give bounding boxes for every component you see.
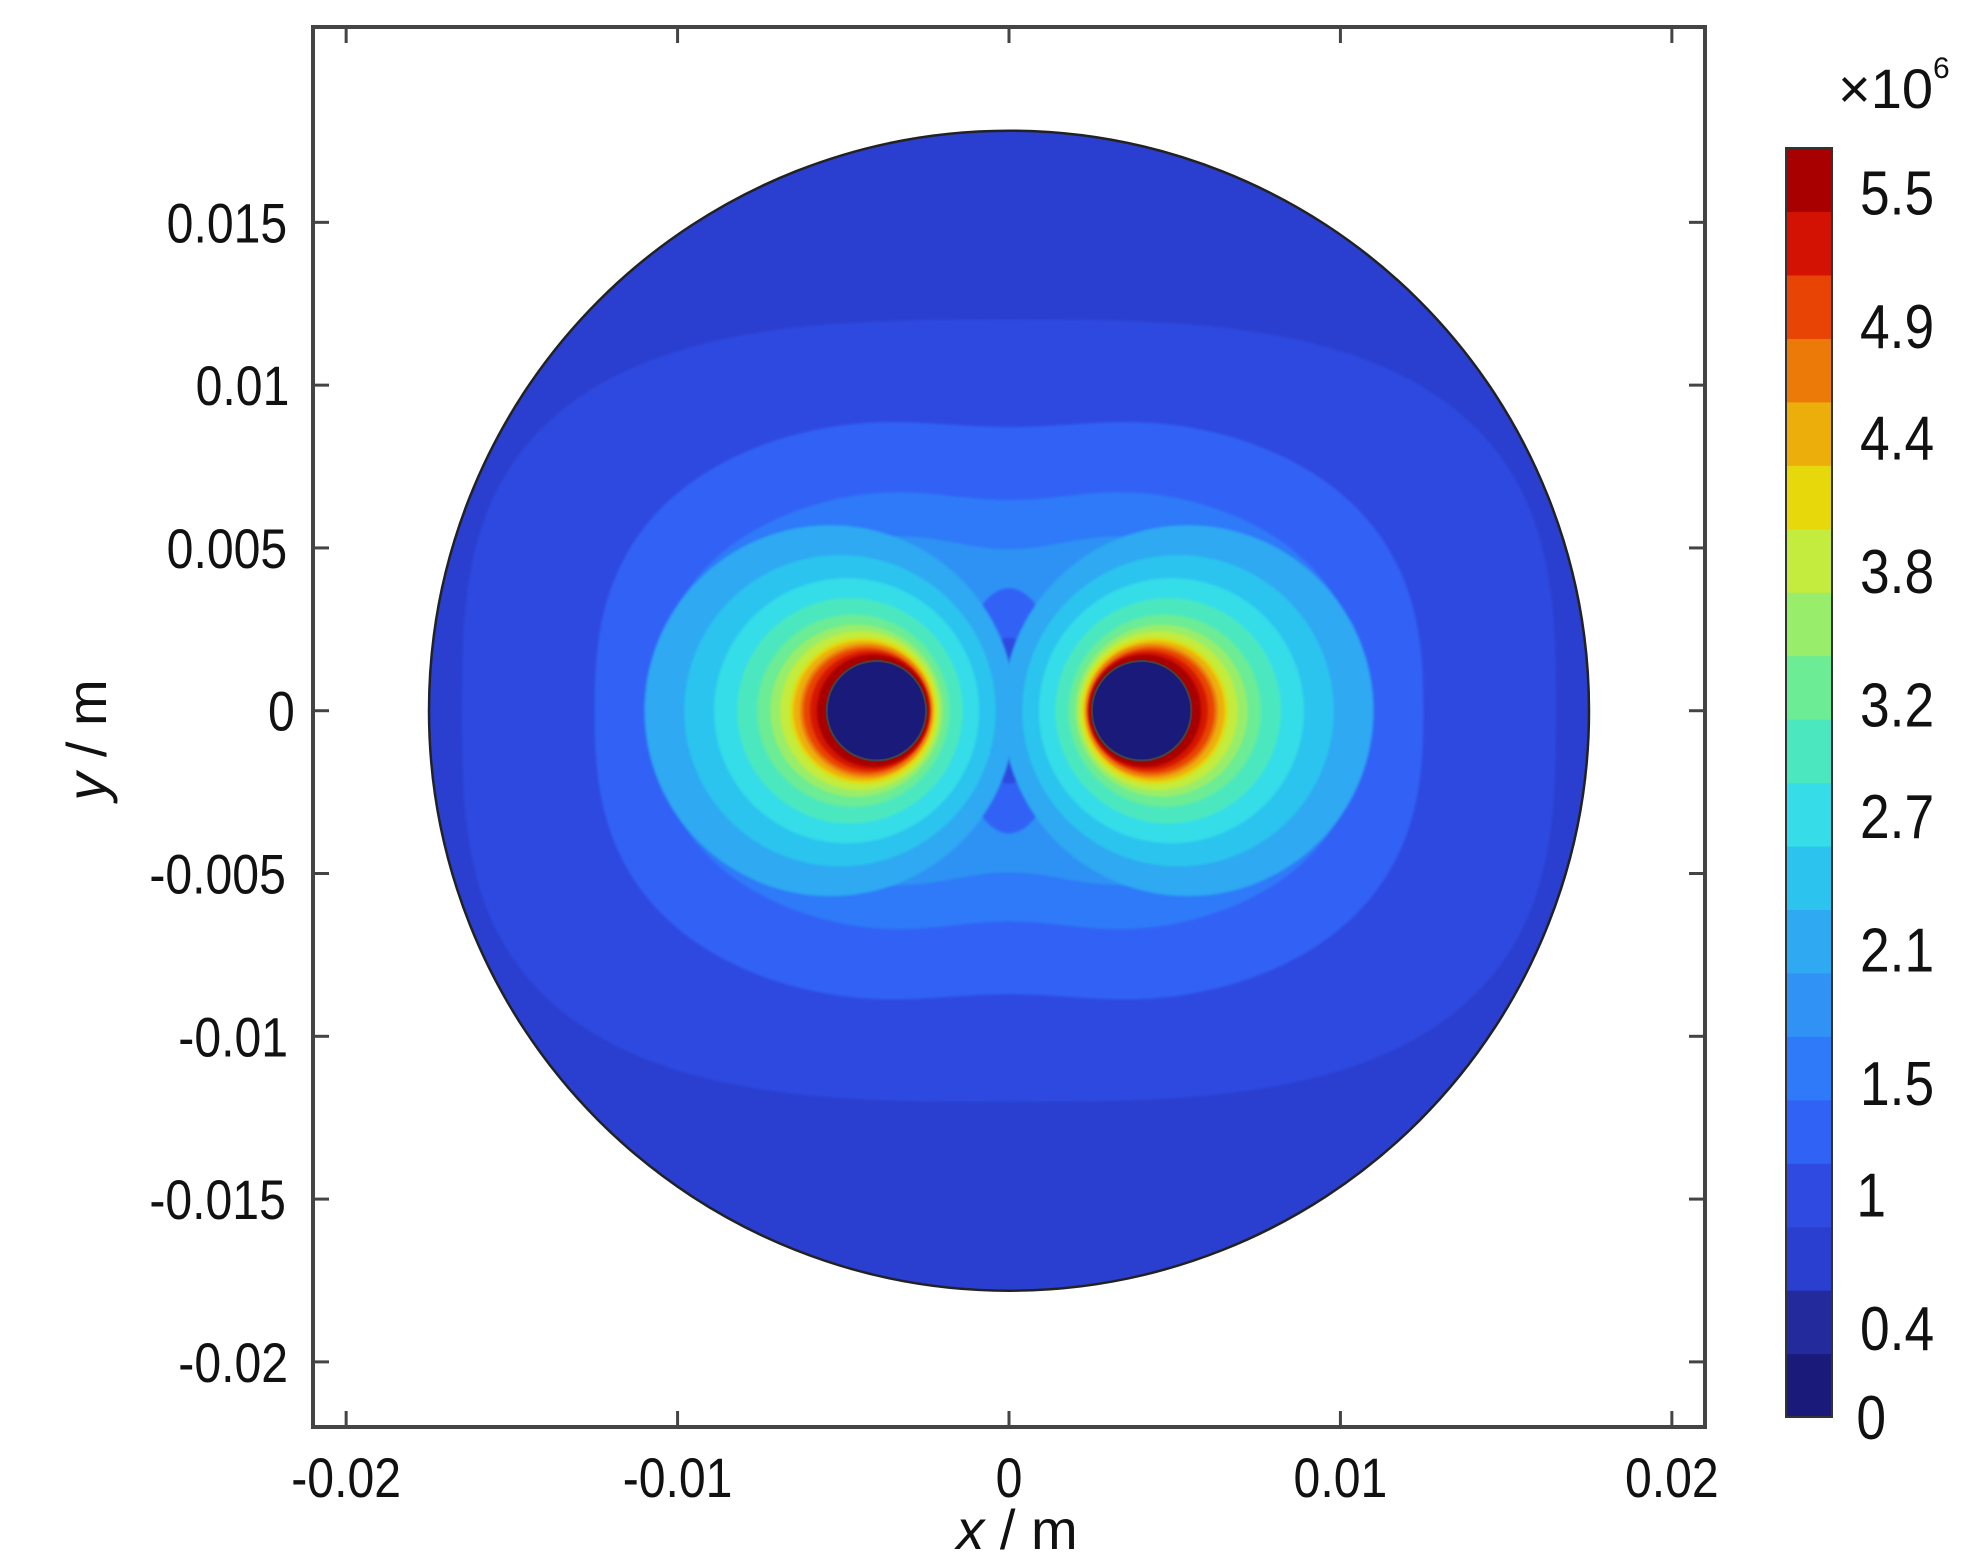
colorbar-swatch [1786,465,1832,530]
x-axis-ticks [344,27,1674,1427]
colorbar-swatch [1786,1226,1832,1291]
colorbar-swatch [1786,1163,1832,1228]
colorbar-tick-labels: 5.5 4.9 4.4 3.8 3.2 2.7 2.1 1.5 1 0.4 0 [1856,160,1934,1453]
y-axis-ticks [313,220,1705,1364]
conductor [1090,660,1193,762]
colorbar-tick-label: 1 [1856,1162,1886,1231]
colorbar-swatch [1786,1099,1832,1164]
colorbar-swatch [1786,148,1832,213]
colorbar-tick-label: 3.8 [1860,538,1934,607]
colorbar-swatch [1786,401,1832,466]
y-axis-label: y / m [55,679,118,804]
y-axis-tick-labels: 0.015 0.01 0.005 0 -0.005 -0.01 -0.015 -… [149,193,294,1395]
colorbar [1786,148,1832,1418]
y-axis-variable: y [55,770,118,805]
colorbar-swatch [1786,274,1832,339]
field-contours [429,130,1589,1291]
x-tick-label: 0 [996,1448,1023,1510]
y-tick-label: 0 [268,681,295,743]
colorbar-swatch [1786,1353,1832,1418]
y-tick-label: -0.005 [149,844,286,906]
colorbar-swatch [1786,592,1832,657]
colorbar-multiplier-base: ×10 [1838,57,1933,120]
colorbar-swatch [1786,909,1832,974]
colorbar-swatch [1786,528,1832,593]
x-tick-label: 0.02 [1625,1448,1719,1510]
x-tick-label: -0.02 [291,1448,401,1510]
colorbar-swatch [1786,338,1832,403]
colorbar-tick-label: 0 [1856,1384,1886,1453]
y-axis-unit: / m [55,679,118,772]
y-tick-label: -0.01 [178,1007,288,1069]
colorbar-tick-label: 4.9 [1860,293,1934,362]
colorbar-swatch [1786,1036,1832,1101]
colorbar-swatch [1786,782,1832,847]
colorbar-tick-label: 3.2 [1860,672,1934,741]
y-tick-label: 0.015 [167,193,288,255]
x-tick-label: -0.01 [623,1448,733,1510]
colorbar-swatch [1786,719,1832,784]
x-axis-variable: x [953,1498,986,1559]
y-tick-label: -0.015 [149,1170,286,1232]
conductor [825,660,928,762]
colorbar-frame [1785,147,1833,1418]
x-axis-tick-labels: -0.02 -0.01 0 0.01 0.02 [291,1448,1718,1510]
colorbar-multiplier: ×106 [1838,52,1950,120]
conductors [825,660,1193,762]
y-tick-label: 0.01 [196,356,290,418]
y-tick-label: -0.02 [178,1333,288,1395]
colorbar-swatch [1786,1290,1832,1355]
x-axis-label: x / m [953,1498,1077,1559]
x-tick-label: 0.01 [1294,1448,1388,1510]
x-axis-unit: / m [984,1498,1077,1559]
colorbar-tick-label: 1.5 [1860,1050,1934,1119]
colorbar-multiplier-exponent: 6 [1933,52,1950,85]
colorbar-swatch [1786,972,1832,1037]
colorbar-tick-label: 4.4 [1860,405,1934,474]
colorbar-tick-label: 0.4 [1860,1295,1934,1364]
colorbar-swatch [1786,655,1832,720]
colorbar-swatch [1786,845,1832,910]
y-tick-label: 0.005 [167,519,288,581]
colorbar-swatch [1786,211,1832,276]
domain-boundary [427,129,1591,1292]
colorbar-tick-label: 5.5 [1860,160,1934,229]
colorbar-tick-label: 2.7 [1860,783,1934,852]
colorbar-tick-label: 2.1 [1860,917,1934,986]
